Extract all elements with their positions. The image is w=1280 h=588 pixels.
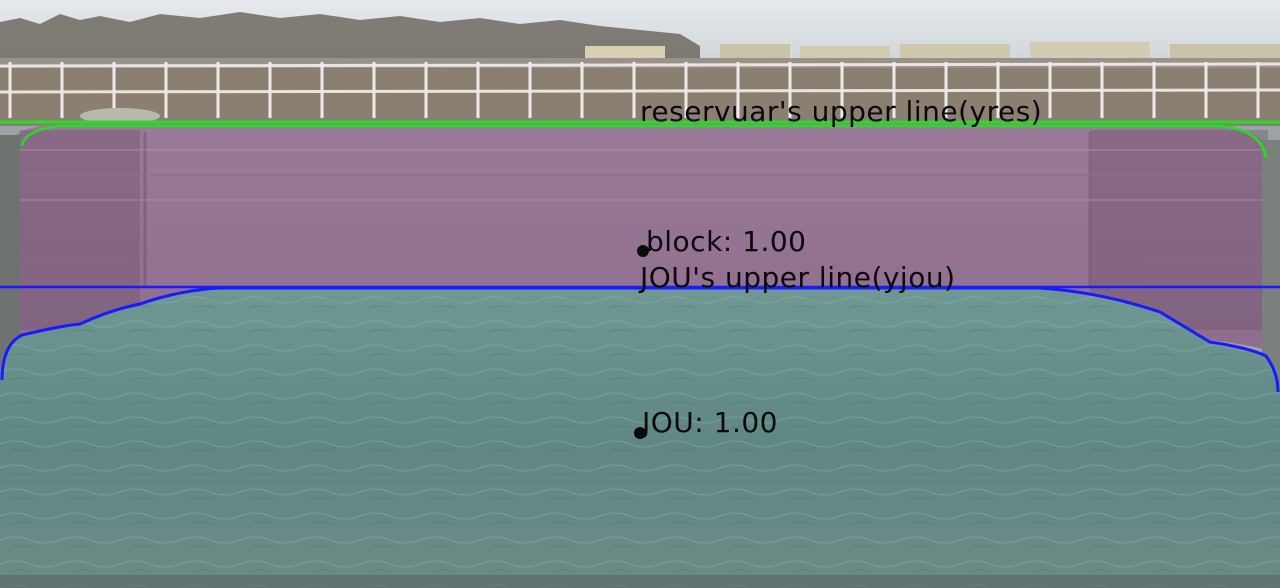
treeline [0,12,700,58]
building [585,46,665,60]
jou-line-label: JOU's upper line(yjou) [640,261,956,294]
wall-shading [20,130,1268,330]
fence [0,62,1280,94]
jou-contour [0,286,1280,393]
jou-centroid-dot [634,427,646,439]
reservoir-contour [20,124,1268,159]
building [1170,44,1280,60]
left-wall-edge [0,135,20,385]
block-score-label: block: 1.00 [646,225,807,258]
block-mask [10,122,1268,350]
building [720,44,790,60]
reservoir-line-label: reservuar's upper line(yres) [640,95,1043,128]
block-centroid-dot [637,245,649,257]
pipe [80,108,160,124]
building [900,44,1010,60]
jou-score-label: JOU: 1.00 [642,406,778,439]
right-wall-edge [1262,140,1280,390]
building [1030,42,1150,60]
building [800,46,890,60]
